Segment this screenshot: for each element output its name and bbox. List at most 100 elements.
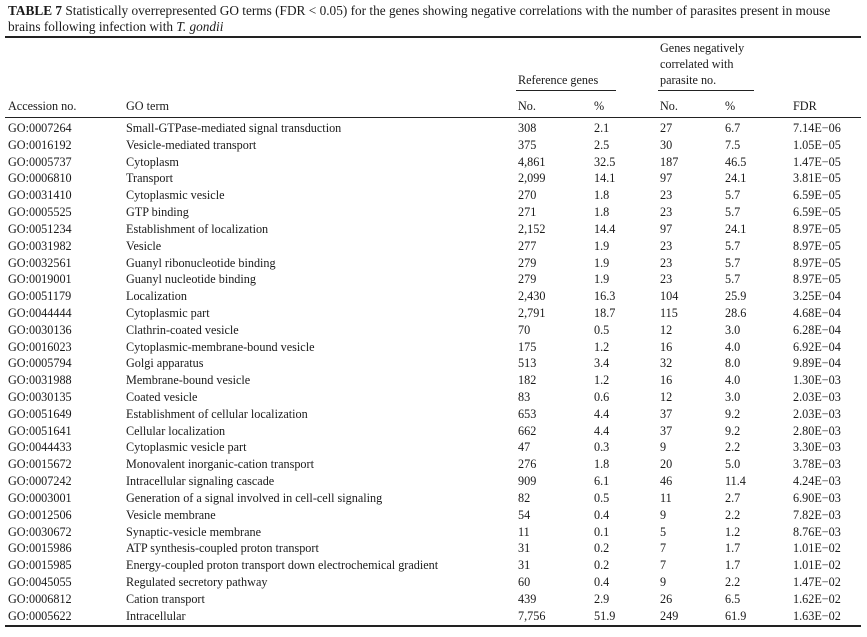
accession-cell: GO:0051234 [8, 221, 72, 236]
reference-pct-cell: 0.5 [594, 490, 610, 505]
negative-pct-cell: 1.7 [725, 541, 741, 556]
reference-pct-cell: 2.9 [594, 591, 610, 606]
reference-pct-cell: 1.2 [594, 373, 610, 388]
negative-no-cell: 26 [660, 591, 673, 606]
reference-pct-cell: 0.6 [594, 390, 610, 404]
reference-no-cell: 662 [518, 423, 537, 438]
accession-cell: GO:0015985 [8, 558, 72, 573]
accession-cell: GO:0006812 [8, 591, 72, 606]
header-rule [5, 117, 861, 118]
negative-no-cell: 97 [660, 171, 673, 186]
table-row: GO:0007242 Intracellular signaling cascad… [0, 473, 867, 490]
reference-no-cell: 4,861 [518, 154, 546, 169]
accession-cell: GO:0031982 [8, 238, 72, 253]
fdr-cell: 6.59E−05 [793, 205, 841, 220]
reference-no-cell: 47 [518, 440, 531, 455]
accession-cell: GO:0015672 [8, 457, 72, 472]
fdr-cell: 1.47E−02 [793, 574, 841, 589]
table-row: GO:0051649 Establishment of cellular loca… [0, 406, 867, 423]
go-term-cell: Monovalent inorganic-cation transport [126, 457, 314, 472]
caption-text: Statistically overrepresented GO terms (… [8, 3, 831, 34]
accession-cell: GO:0051649 [8, 406, 72, 421]
reference-no-cell: 2,791 [518, 305, 546, 320]
reference-no-cell: 7,756 [518, 608, 546, 623]
go-term-cell: Membrane-bound vesicle [126, 373, 251, 388]
reference-pct-cell: 0.5 [594, 322, 610, 337]
fdr-cell: 3.81E−05 [793, 171, 841, 186]
fdr-cell: 8.97E−05 [793, 272, 841, 287]
reference-no-cell: 653 [518, 406, 537, 421]
go-term-cell: Cytoplasmic-membrane-bound vesicle [126, 339, 315, 354]
go-term-cell: Golgi apparatus [126, 356, 204, 371]
reference-no-cell: 279 [518, 272, 537, 287]
fdr-cell: 1.30E−03 [793, 373, 841, 388]
reference-pct-cell: 14.4 [594, 221, 616, 236]
reference-pct-cell: 51.9 [594, 608, 616, 623]
go-term-cell: Guanyl ribonucleotide binding [126, 255, 276, 270]
negative-no-cell: 249 [660, 608, 679, 623]
fdr-cell: 1.05E−05 [793, 137, 841, 152]
negative-pct-cell: 46.5 [725, 154, 747, 169]
accession-cell: GO:0005525 [8, 205, 72, 220]
reference-pct-cell: 1.8 [594, 457, 610, 472]
fdr-cell: 1.47E−05 [793, 154, 841, 169]
negative-no-cell: 32 [660, 356, 673, 371]
negative-no-cell: 23 [660, 205, 673, 220]
negative-pct-cell: 25.9 [725, 289, 747, 304]
negative-no-cell: 23 [660, 272, 673, 287]
fdr-cell: 4.68E−04 [793, 305, 841, 320]
table-row: GO:0003001 Generation of a signal involve… [0, 490, 867, 507]
negative-pct-cell: 5.0 [725, 457, 741, 472]
table-row: GO:0032561 Guanyl ribonucleotide binding 2… [0, 255, 867, 272]
fdr-cell: 6.90E−03 [793, 490, 841, 505]
table-row: GO:0016023 Cytoplasmic-membrane-bound ves… [0, 339, 867, 356]
go-term-cell: Clathrin-coated vesicle [126, 322, 239, 337]
go-term-cell: Vesicle [126, 238, 162, 253]
negative-no-cell: 27 [660, 121, 673, 135]
reference-group-rule [516, 90, 616, 91]
negative-pct-cell: 8.0 [725, 356, 741, 371]
go-term-cell: Cytoplasm [126, 154, 179, 169]
negative-no-cell: 46 [660, 474, 673, 489]
fdr-cell: 8.97E−05 [793, 255, 841, 270]
reference-no-cell: 271 [518, 205, 537, 220]
go-term-cell: Cellular localization [126, 423, 226, 438]
negative-no-cell: 11 [660, 490, 672, 505]
table-row: GO:0005794 Golgi apparatus 513 3.4 32 8.0 9.89… [0, 355, 867, 372]
table-body: GO:0007264 Small-GTPase-mediated signal t… [0, 120, 867, 624]
negative-pct-cell: 2.2 [725, 507, 741, 522]
reference-no-cell: 276 [518, 457, 537, 472]
negative-no-cell: 9 [660, 507, 667, 522]
reference-pct-cell: 1.9 [594, 255, 610, 270]
negative-pct-cell: 1.2 [725, 524, 741, 539]
go-term-cell: Cytoplasmic part [126, 305, 210, 320]
group-header-negative-line3: parasite no. [660, 73, 717, 87]
reference-pct-cell: 16.3 [594, 289, 616, 304]
go-term-cell: Localization [126, 289, 187, 304]
reference-pct-cell: 32.5 [594, 154, 616, 169]
column-header-reference-no: No. [518, 99, 536, 113]
reference-no-cell: 279 [518, 255, 537, 270]
table-row: GO:0015985 Energy-coupled proton transpor… [0, 557, 867, 574]
negative-pct-cell: 6.7 [725, 121, 741, 135]
negative-pct-cell: 5.7 [725, 188, 741, 203]
fdr-cell: 3.30E−03 [793, 440, 841, 455]
negative-pct-cell: 24.1 [725, 221, 747, 236]
accession-cell: GO:0044433 [8, 440, 72, 455]
negative-pct-cell: 7.5 [725, 137, 741, 152]
reference-no-cell: 909 [518, 474, 537, 489]
negative-pct-cell: 9.2 [725, 423, 741, 438]
negative-pct-cell: 5.7 [725, 255, 741, 270]
reference-pct-cell: 0.4 [594, 507, 610, 522]
go-term-cell: Establishment of cellular localization [126, 406, 308, 421]
accession-cell: GO:0005737 [8, 154, 72, 169]
negative-pct-cell: 2.2 [725, 440, 741, 455]
table-row: GO:0045055 Regulated secretory pathway 60 0… [0, 574, 867, 591]
table-row: GO:0012506 Vesicle membrane 54 0.4 9 2.2 7.82E… [0, 507, 867, 524]
fdr-cell: 6.28E−04 [793, 322, 841, 337]
go-term-cell: Cytoplasmic vesicle [126, 188, 225, 203]
accession-cell: GO:0003001 [8, 490, 72, 505]
table-row: GO:0030672 Synaptic-vesicle membrane 11 0.1… [0, 524, 867, 541]
negative-pct-cell: 28.6 [725, 305, 747, 320]
reference-pct-cell: 4.4 [594, 423, 610, 438]
